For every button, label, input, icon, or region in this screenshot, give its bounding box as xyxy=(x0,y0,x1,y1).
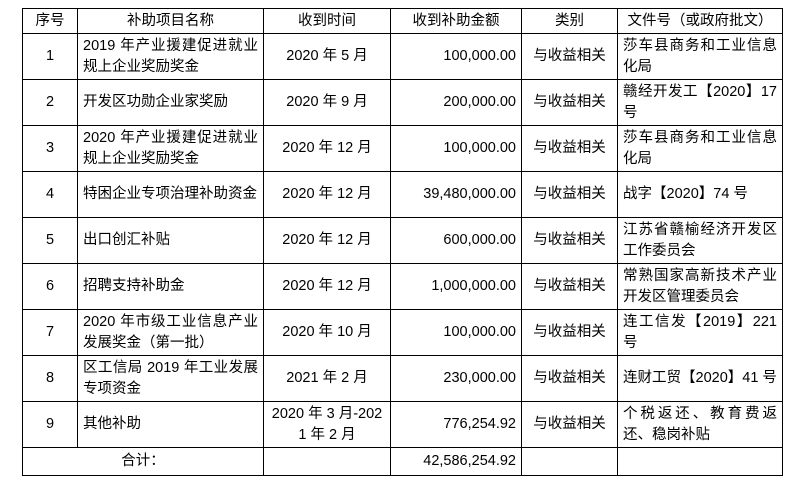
project-name: 特困企业专项治理补助资金 xyxy=(77,171,264,218)
receive-date: 2020 年 12 月 xyxy=(263,171,391,218)
row-number: 2 xyxy=(22,79,78,126)
amount: 230,000.00 xyxy=(390,355,522,402)
table-row: 1 2019 年产业援建促进就业规上企业奖励奖金 2020 年 5 月 100,000… xyxy=(22,33,783,80)
document-number: 江苏省赣榆经济开发区工作委员会 xyxy=(617,217,783,264)
document-number: 战字【2020】74 号 xyxy=(617,171,783,218)
project-name: 其他补助 xyxy=(77,401,264,448)
header-cell: 收到补助金额 xyxy=(390,8,522,34)
receive-date: 2021 年 2 月 xyxy=(263,355,391,402)
category: 与收益相关 xyxy=(521,171,618,218)
project-name: 招聘支持补助金 xyxy=(77,263,264,310)
receive-date: 2020 年 9 月 xyxy=(263,79,391,126)
document-number: 赣经开发工【2020】17 号 xyxy=(617,79,783,126)
row-number: 6 xyxy=(22,263,78,310)
table-row: 6 招聘支持补助金 2020 年 12 月 1,000,000.00 与收益相关 常熟国家… xyxy=(22,263,783,310)
total-row: 合计： 42,586,254.92 xyxy=(22,447,783,476)
amount: 1,000,000.00 xyxy=(390,263,522,310)
receive-date: 2020 年 12 月 xyxy=(263,263,391,310)
document-number: 个税返还、教育费返还、稳岗补贴 xyxy=(617,401,783,448)
amount: 600,000.00 xyxy=(390,217,522,264)
row-number: 7 xyxy=(22,309,78,356)
document-number: 连工信发【2019】221 号 xyxy=(617,309,783,356)
row-number: 9 xyxy=(22,401,78,448)
receive-date: 2020 年 3 月-2021 年 2 月 xyxy=(263,401,391,448)
subsidy-table: 序号 补助项目名称 收到时间 收到补助金额 类别 文件号（或政府批文） 1 2019 年产业… xyxy=(22,8,783,476)
total-amount: 42,586,254.92 xyxy=(390,447,522,476)
table-row: 2 开发区功勋企业家奖励 2020 年 9 月 200,000.00 与收益相关 赣经开发… xyxy=(22,79,783,126)
amount: 200,000.00 xyxy=(390,79,522,126)
category: 与收益相关 xyxy=(521,217,618,264)
project-name: 开发区功勋企业家奖励 xyxy=(77,79,264,126)
amount: 39,480,000.00 xyxy=(390,171,522,218)
category: 与收益相关 xyxy=(521,79,618,126)
amount: 100,000.00 xyxy=(390,309,522,356)
table-row: 7 2020 年市级工业信息产业发展奖金（第一批） 2020 年 10 月 100,0… xyxy=(22,309,783,356)
amount: 100,000.00 xyxy=(390,33,522,80)
table-row: 8 区工信局 2019 年工业发展专项资金 2021 年 2 月 230,000.00… xyxy=(22,355,783,402)
header-cell: 类别 xyxy=(521,8,618,34)
category: 与收益相关 xyxy=(521,125,618,172)
document-number: 莎车县商务和工业信息化局 xyxy=(617,33,783,80)
row-number: 1 xyxy=(22,33,78,80)
table-row: 3 2020 年产业援建促进就业规上企业奖励奖金 2020 年 12 月 100,00… xyxy=(22,125,783,172)
header-cell: 序号 xyxy=(22,8,78,34)
row-number: 4 xyxy=(22,171,78,218)
header-cell: 补助项目名称 xyxy=(77,8,264,34)
project-name: 2019 年产业援建促进就业规上企业奖励奖金 xyxy=(77,33,264,80)
project-name: 2020 年产业援建促进就业规上企业奖励奖金 xyxy=(77,125,264,172)
category: 与收益相关 xyxy=(521,401,618,448)
project-name: 区工信局 2019 年工业发展专项资金 xyxy=(77,355,264,402)
project-name: 2020 年市级工业信息产业发展奖金（第一批） xyxy=(77,309,264,356)
document-number: 莎车县商务和工业信息化局 xyxy=(617,125,783,172)
receive-date: 2020 年 12 月 xyxy=(263,217,391,264)
receive-date: 2020 年 10 月 xyxy=(263,309,391,356)
empty-cell xyxy=(521,447,618,476)
category: 与收益相关 xyxy=(521,309,618,356)
table-row: 9 其他补助 2020 年 3 月-2021 年 2 月 776,254.92 与收益相… xyxy=(22,401,783,448)
row-number: 8 xyxy=(22,355,78,402)
document-number: 常熟国家高新技术产业开发区管理委员会 xyxy=(617,263,783,310)
category: 与收益相关 xyxy=(521,33,618,80)
table-body: 1 2019 年产业援建促进就业规上企业奖励奖金 2020 年 5 月 100,000… xyxy=(22,33,783,476)
category: 与收益相关 xyxy=(521,355,618,402)
amount: 100,000.00 xyxy=(390,125,522,172)
table-row: 5 出口创汇补贴 2020 年 12 月 600,000.00 与收益相关 江苏省赣榆经济… xyxy=(22,217,783,264)
receive-date: 2020 年 12 月 xyxy=(263,125,391,172)
empty-cell xyxy=(617,447,783,476)
header-row: 序号 补助项目名称 收到时间 收到补助金额 类别 文件号（或政府批文） xyxy=(22,8,783,34)
row-number: 5 xyxy=(22,217,78,264)
receive-date: 2020 年 5 月 xyxy=(263,33,391,80)
category: 与收益相关 xyxy=(521,263,618,310)
page: 序号 补助项目名称 收到时间 收到补助金额 类别 文件号（或政府批文） 1 2019 年产业… xyxy=(22,8,783,476)
document-number: 连财工贸【2020】41 号 xyxy=(617,355,783,402)
project-name: 出口创汇补贴 xyxy=(77,217,264,264)
table-row: 4 特困企业专项治理补助资金 2020 年 12 月 39,480,000.00 与收益… xyxy=(22,171,783,218)
empty-cell xyxy=(263,447,391,476)
header-cell: 文件号（或政府批文） xyxy=(617,8,783,34)
amount: 776,254.92 xyxy=(390,401,522,448)
row-number: 3 xyxy=(22,125,78,172)
header-cell: 收到时间 xyxy=(263,8,391,34)
total-label: 合计： xyxy=(22,447,264,476)
